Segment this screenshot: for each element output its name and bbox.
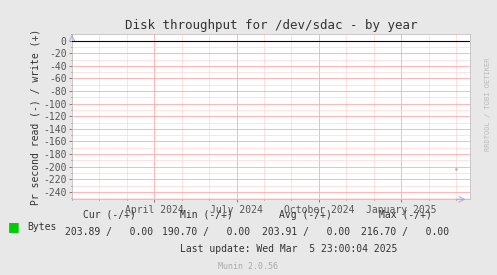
Text: 203.89 /   0.00: 203.89 / 0.00 bbox=[65, 227, 154, 237]
Title: Disk throughput for /dev/sdac - by year: Disk throughput for /dev/sdac - by year bbox=[125, 19, 417, 32]
Text: RRDTOOL / TOBI OETIKER: RRDTOOL / TOBI OETIKER bbox=[485, 58, 491, 151]
Text: Min (-/+): Min (-/+) bbox=[180, 210, 233, 219]
Text: ■: ■ bbox=[7, 220, 19, 233]
Text: 216.70 /   0.00: 216.70 / 0.00 bbox=[361, 227, 449, 237]
Text: Max (-/+): Max (-/+) bbox=[379, 210, 431, 219]
Text: 203.91 /   0.00: 203.91 / 0.00 bbox=[261, 227, 350, 237]
Y-axis label: Pr second read (-) / write (+): Pr second read (-) / write (+) bbox=[30, 29, 40, 205]
Text: Munin 2.0.56: Munin 2.0.56 bbox=[219, 262, 278, 271]
Text: Avg (-/+): Avg (-/+) bbox=[279, 210, 332, 219]
Text: 190.70 /   0.00: 190.70 / 0.00 bbox=[162, 227, 250, 237]
Text: Cur (-/+): Cur (-/+) bbox=[83, 210, 136, 219]
Text: Bytes: Bytes bbox=[27, 222, 57, 232]
Text: Last update: Wed Mar  5 23:00:04 2025: Last update: Wed Mar 5 23:00:04 2025 bbox=[179, 244, 397, 254]
